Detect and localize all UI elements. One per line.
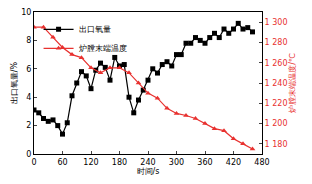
svg-text:120: 120 — [83, 158, 98, 167]
svg-text:1 300: 1 300 — [265, 18, 288, 27]
svg-text:时间/s: 时间/s — [137, 167, 160, 176]
svg-text:1 200: 1 200 — [265, 119, 288, 128]
svg-text:300: 300 — [169, 158, 184, 167]
svg-text:6: 6 — [26, 65, 31, 74]
svg-text:0: 0 — [31, 158, 36, 167]
svg-text:1 280: 1 280 — [265, 38, 288, 47]
svg-text:4: 4 — [26, 93, 31, 102]
svg-text:0: 0 — [26, 150, 31, 159]
svg-text:1 260: 1 260 — [265, 59, 288, 68]
svg-text:8: 8 — [26, 36, 31, 45]
svg-text:360: 360 — [197, 158, 212, 167]
svg-text:480: 480 — [254, 158, 269, 167]
svg-text:1 240: 1 240 — [265, 79, 288, 88]
svg-text:10: 10 — [21, 8, 31, 17]
svg-text:出口氧量: 出口氧量 — [79, 25, 111, 34]
svg-text:420: 420 — [226, 158, 241, 167]
svg-text:2: 2 — [26, 121, 31, 130]
svg-text:1 180: 1 180 — [265, 140, 288, 149]
svg-text:出口氧量/%: 出口氧量/% — [10, 61, 19, 104]
svg-text:60: 60 — [57, 158, 67, 167]
svg-text:炉膛末端温度: 炉膛末端温度 — [79, 44, 127, 53]
svg-text:炉膛末端温度/℃: 炉膛末端温度/℃ — [288, 53, 297, 113]
svg-text:1 220: 1 220 — [265, 99, 288, 108]
svg-text:180: 180 — [112, 158, 127, 167]
svg-text:240: 240 — [140, 158, 155, 167]
